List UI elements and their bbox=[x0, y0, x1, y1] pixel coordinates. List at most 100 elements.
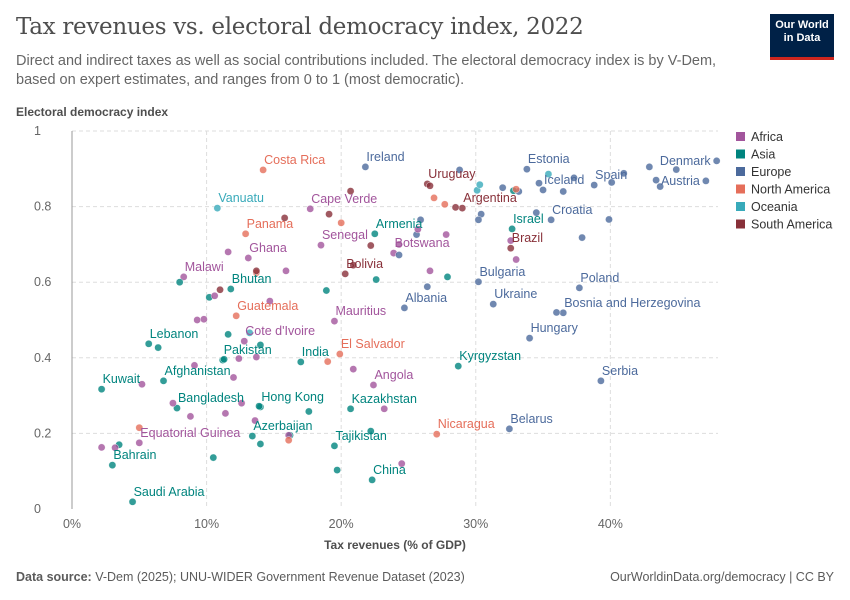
data-point bbox=[333, 466, 341, 474]
point-label: Bolivia bbox=[346, 257, 383, 271]
x-tick-label: 0% bbox=[63, 517, 81, 531]
data-point bbox=[512, 185, 520, 194]
data-point bbox=[525, 334, 534, 342]
point-label: Cote d'Ivoire bbox=[245, 324, 315, 338]
data-point bbox=[248, 432, 257, 440]
data-point bbox=[349, 261, 358, 269]
data-point bbox=[296, 358, 305, 366]
data-point bbox=[512, 255, 520, 264]
data-point bbox=[607, 178, 616, 187]
data-point bbox=[544, 170, 553, 178]
data-point bbox=[266, 297, 274, 305]
data-point bbox=[380, 405, 389, 413]
data-point bbox=[366, 241, 375, 250]
data-point bbox=[361, 163, 370, 171]
source-label: Data source: bbox=[16, 570, 92, 584]
data-point bbox=[317, 241, 325, 249]
y-tick-label: 0 bbox=[34, 502, 41, 516]
data-point bbox=[451, 203, 460, 212]
data-point bbox=[237, 399, 246, 407]
data-point bbox=[256, 341, 265, 349]
chart-title: Tax revenues vs. electoral democracy ind… bbox=[16, 14, 584, 40]
data-point bbox=[330, 317, 339, 325]
data-point bbox=[108, 461, 117, 469]
data-point bbox=[395, 251, 403, 259]
point-label: Bahrain bbox=[113, 448, 156, 462]
data-point bbox=[175, 278, 184, 287]
point-label: Estonia bbox=[528, 152, 570, 166]
data-point bbox=[306, 205, 315, 213]
data-point bbox=[712, 157, 721, 165]
legend-swatch bbox=[736, 149, 745, 159]
x-tick-label: 30% bbox=[463, 517, 488, 531]
data-point bbox=[179, 273, 188, 281]
point-label: Angola bbox=[374, 368, 413, 382]
y-tick-label: 0.4 bbox=[34, 351, 51, 365]
point-label: Vanuatu bbox=[218, 191, 264, 205]
data-point bbox=[244, 254, 253, 262]
point-label: Costa Rica bbox=[264, 153, 325, 167]
data-point bbox=[430, 194, 438, 202]
y-tick-label: 0.6 bbox=[34, 275, 51, 289]
point-label: Hong Kong bbox=[261, 390, 324, 404]
point-label: Kuwait bbox=[103, 372, 141, 386]
owid-logo[interactable]: Our World in Data bbox=[770, 14, 834, 60]
data-point bbox=[284, 436, 293, 445]
data-point bbox=[590, 181, 598, 189]
y-axis-label: Electoral democracy index bbox=[16, 105, 168, 119]
data-point bbox=[305, 407, 313, 416]
data-point bbox=[336, 350, 344, 358]
point-label: Botswana bbox=[395, 236, 450, 250]
data-point bbox=[252, 353, 261, 361]
point-label: Equatorial Guinea bbox=[140, 426, 240, 440]
data-point bbox=[216, 285, 224, 294]
legend-label: Europe bbox=[751, 165, 791, 179]
data-point bbox=[235, 354, 243, 363]
data-point bbox=[559, 187, 568, 196]
point-label: Malawi bbox=[185, 260, 224, 274]
legend: Africa Asia Europe North America Oceania Sout… bbox=[736, 130, 832, 232]
point-label: Saudi Arabia bbox=[134, 485, 205, 499]
point-label: Pakistan bbox=[224, 343, 272, 357]
data-point bbox=[443, 273, 452, 281]
data-point bbox=[210, 292, 219, 300]
data-point bbox=[241, 230, 250, 238]
data-point bbox=[128, 498, 137, 506]
point-label: India bbox=[302, 345, 329, 359]
data-point bbox=[144, 340, 153, 348]
data-point bbox=[454, 362, 463, 370]
data-point bbox=[458, 204, 467, 212]
data-point bbox=[323, 357, 332, 366]
data-point bbox=[245, 329, 254, 337]
point-label: Guatemala bbox=[237, 299, 298, 313]
point-label: Croatia bbox=[552, 203, 592, 217]
data-point bbox=[280, 214, 289, 222]
point-labels: Costa Rica Ireland Vanuatu Cape Verde Panama… bbox=[103, 150, 712, 499]
legend-swatch bbox=[736, 184, 745, 194]
data-point bbox=[442, 230, 450, 239]
data-point bbox=[400, 304, 409, 312]
x-tick-label: 40% bbox=[598, 517, 623, 531]
data-point bbox=[369, 381, 378, 389]
data-point bbox=[605, 215, 613, 224]
source-link[interactable]: OurWorldinData.org/democracy | CC BY bbox=[610, 570, 834, 584]
data-point bbox=[414, 225, 422, 234]
point-label: Serbia bbox=[602, 364, 638, 378]
point-label: Panama bbox=[247, 217, 294, 231]
point-label: Kyrgyzstan bbox=[459, 349, 521, 363]
data-point bbox=[368, 476, 376, 484]
data-point bbox=[372, 275, 380, 284]
point-label: Israel bbox=[513, 212, 544, 226]
point-label: Kazakhstan bbox=[352, 392, 417, 406]
point-label: Ghana bbox=[249, 241, 287, 255]
point-label: Lebanon bbox=[150, 327, 199, 341]
point-label: Denmark bbox=[660, 154, 711, 168]
point-label: Bulgaria bbox=[479, 265, 525, 279]
data-point bbox=[552, 308, 561, 317]
data-point bbox=[474, 216, 483, 224]
data-point bbox=[547, 216, 555, 224]
y-tick-label: 0.2 bbox=[34, 426, 51, 440]
data-point bbox=[259, 166, 267, 174]
data-point bbox=[619, 169, 628, 178]
data-source: Data source: V-Dem (2025); UNU-WIDER Gov… bbox=[16, 570, 465, 584]
